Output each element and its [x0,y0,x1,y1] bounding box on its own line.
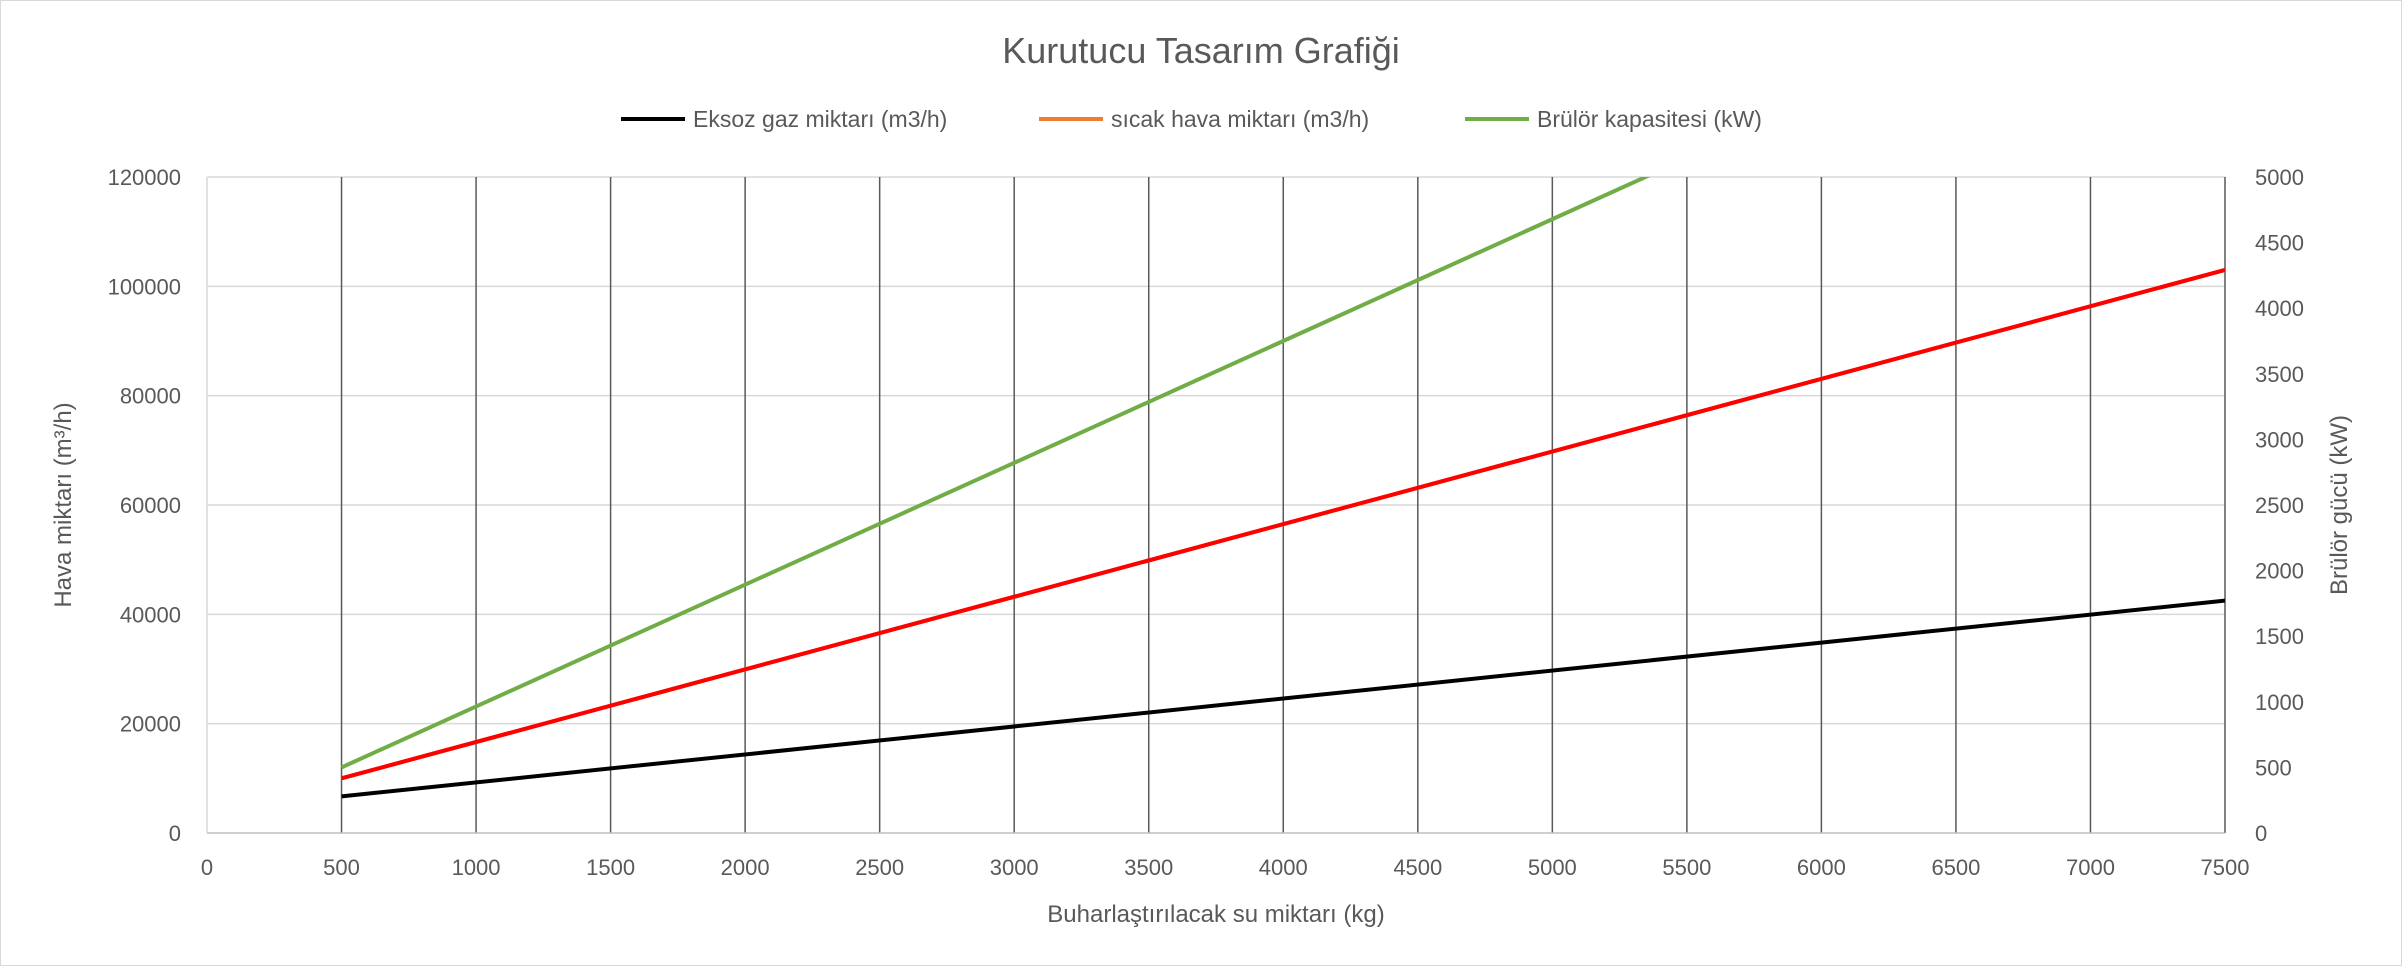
legend-label: Brülör kapasitesi (kW) [1537,106,1762,132]
x-tick-label: 4500 [1393,855,1442,880]
x-tick-label: 7500 [2201,855,2250,880]
y-left-tick-label: 60000 [120,493,181,518]
y-right-tick-label: 2000 [2255,559,2304,584]
y-right-tick-label: 3500 [2255,362,2304,387]
chart-title: Kurutucu Tasarım Grafiği [1002,30,1400,71]
x-tick-label: 500 [323,855,360,880]
x-tick-label: 2000 [721,855,770,880]
x-tick-label: 1000 [452,855,501,880]
y-right-tick-label: 1000 [2255,690,2304,715]
grid [207,176,2226,833]
x-tick-label: 5000 [1528,855,1577,880]
y-right-tick-label: 5000 [2255,165,2304,190]
y-left-tick-label: 80000 [120,384,181,409]
y-left-tick-label: 0 [169,821,181,846]
y-left-tick-label: 100000 [108,274,181,299]
series-line-3 [340,177,1651,770]
x-tick-label: 3500 [1124,855,1173,880]
x-tick-label: 6500 [1931,855,1980,880]
x-tick-label: 7000 [2066,855,2115,880]
y-left-tick-label: 120000 [108,165,181,190]
series-layer [340,177,2225,799]
x-tick-label: 0 [201,855,213,880]
y-right-tick-label: 2500 [2255,493,2304,518]
legend: Eksoz gaz miktarı (m3/h) sıcak hava mikta… [621,106,1762,132]
x-tick-label: 6000 [1797,855,1846,880]
x-tick-label: 2500 [855,855,904,880]
y-right-tick-label: 3000 [2255,427,2304,452]
x-tick-label: 4000 [1259,855,1308,880]
axes: 0 500 1000 1500 2000 2500 3000 3500 4000 4500 5000… [108,165,2304,880]
legend-label: sıcak hava miktarı (m3/h) [1111,106,1369,132]
y-right-tick-label: 4000 [2255,296,2304,321]
y-left-tick-label: 40000 [120,602,181,627]
x-tick-label: 1500 [586,855,635,880]
y-left-tick-label: 20000 [120,712,181,737]
y-axis-right-title: Brülör gücü (kW) [2326,415,2353,595]
x-axis-title: Buharlaştırılacak su miktarı (kg) [1047,901,1384,928]
y-right-tick-label: 4500 [2255,231,2304,256]
y-right-tick-label: 1500 [2255,624,2304,649]
y-axis-left-title: Hava miktarı (m³/h) [50,402,77,607]
x-tick-label: 3000 [990,855,1039,880]
y-right-tick-label: 500 [2255,755,2292,780]
x-tick-label: 5500 [1662,855,1711,880]
series-line-2 [341,268,2225,781]
y-right-tick-label: 0 [2255,821,2267,846]
series-line-0 [341,598,2225,799]
legend-label: Eksoz gaz miktarı (m3/h) [693,106,947,132]
